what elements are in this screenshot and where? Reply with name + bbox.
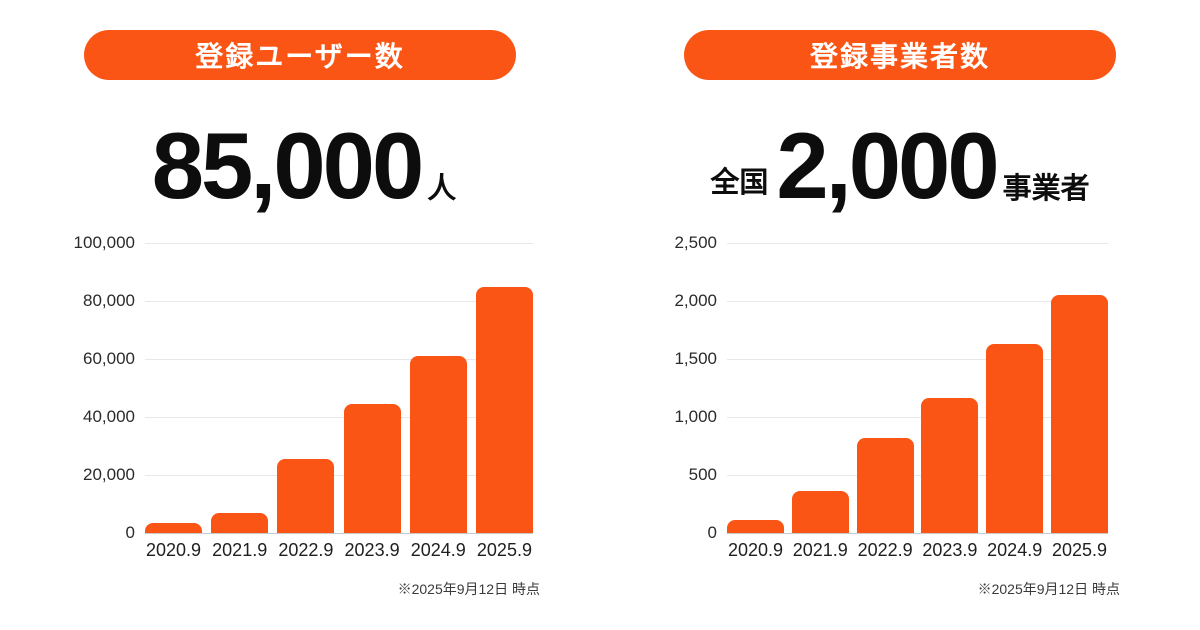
headline-prefix: 全国 — [710, 167, 769, 199]
bar-2022.9 — [856, 437, 914, 533]
x-tick-label-text: 2024.9 — [410, 540, 466, 560]
registered-users-headline: 85,000 人 — [0, 110, 600, 222]
gridline — [145, 417, 533, 418]
as-of-date-note: ※2025年9月12日 時点 — [977, 581, 1120, 597]
x-tick-label-text: 2021.9 — [792, 540, 848, 560]
x-tick-label: 2023.9 — [344, 540, 401, 561]
gridline — [727, 475, 1108, 476]
bar-2020.9 — [727, 520, 784, 533]
y-tick-label: 2,000 — [674, 291, 717, 310]
x-tick-label: 2022.9 — [857, 540, 914, 561]
registered-businesses-badge-label: 登録事業者数 — [809, 41, 990, 72]
y-tick-label: 1,000 — [674, 407, 717, 426]
x-tick-label-text: 2020.9 — [145, 540, 202, 560]
x-tick-label: 2025.9 — [1051, 540, 1108, 561]
x-tick-label: 2024.9 — [986, 540, 1043, 561]
y-tick-label: 60,000 — [83, 349, 135, 368]
gridline — [145, 359, 533, 360]
headline-unit: 事業者 — [1002, 173, 1090, 205]
x-tick-label: 2025.9 — [476, 540, 533, 561]
registered-users-bar-chart: 0 20,000 40,000 60,000 80,000 100,000 2020.9 2… — [74, 233, 533, 560]
y-tick-label: 500 — [688, 465, 717, 484]
registered-businesses-panel: 登録事業者数 全国 2,000 事業者 0 500 1,000 1,500 2,000 2… — [600, 0, 1200, 630]
gridline — [727, 417, 1108, 418]
gridline — [727, 243, 1108, 244]
headline-unit: 人 — [427, 173, 457, 205]
registered-businesses-headline: 全国 2,000 事業者 — [600, 110, 1200, 222]
bar-2024.9 — [409, 356, 467, 533]
bar-2024.9 — [986, 343, 1044, 533]
bar-2021.9 — [211, 513, 269, 533]
x-tick-label-text: 2025.9 — [1051, 540, 1108, 560]
x-tick-label-text: 2021.9 — [212, 540, 268, 560]
y-tick-label: 100,000 — [73, 233, 135, 252]
chart-x-axis: 2020.9 2021.9 2022.9 2023.9 2024.9 2025.9 — [145, 540, 533, 561]
bar-2023.9 — [343, 403, 401, 533]
chart-bars — [145, 243, 533, 533]
x-tick-label: 2023.9 — [921, 540, 978, 561]
x-tick-label: 2020.9 — [727, 540, 784, 561]
gridline — [145, 475, 533, 476]
bar-2020.9 — [145, 522, 202, 533]
chart-bars — [727, 243, 1108, 533]
registered-users-badge-label: 登録ユーザー数 — [195, 41, 405, 72]
x-tick-label-text: 2025.9 — [476, 540, 532, 560]
registered-users-panel: 登録ユーザー数 85,000 人 0 20,000 40,000 60,000 80,0… — [0, 30, 600, 597]
x-tick-label-text: 2020.9 — [727, 540, 784, 560]
x-tick-label: 2024.9 — [410, 540, 467, 561]
x-tick-label-text: 2024.9 — [987, 540, 1043, 560]
x-tick-label-text: 2023.9 — [922, 540, 978, 560]
y-tick-label: 20,000 — [83, 465, 135, 484]
x-axis-line — [727, 533, 1108, 534]
registered-users-badge: 登録ユーザー数 — [84, 30, 516, 80]
gridline — [145, 301, 533, 302]
as-of-date-note: ※2025年9月12日 時点 — [397, 581, 540, 597]
y-tick-label: 2,500 — [674, 233, 717, 252]
chart-grid: 0 20,000 40,000 60,000 80,000 100,000 — [74, 233, 533, 542]
gridline — [145, 243, 533, 244]
y-tick-label: 0 — [125, 523, 135, 542]
bar-2025.9 — [1050, 295, 1108, 533]
registered-businesses-badge: 登録事業者数 — [684, 30, 1116, 80]
bar-2025.9 — [475, 286, 533, 533]
x-tick-label-text: 2023.9 — [344, 540, 400, 560]
chart-x-axis: 2020.9 2021.9 2022.9 2023.9 2024.9 2025.9 — [727, 540, 1108, 561]
headline-value: 85,000 — [151, 113, 425, 218]
bar-2021.9 — [791, 491, 849, 533]
gridline — [727, 359, 1108, 360]
bar-2023.9 — [921, 398, 979, 533]
x-tick-label: 2022.9 — [277, 540, 334, 561]
x-tick-label: 2021.9 — [211, 540, 268, 561]
x-axis-line — [145, 533, 533, 534]
x-tick-label-text: 2022.9 — [857, 540, 913, 560]
chart-grid: 0 500 1,000 1,500 2,000 2,500 — [674, 233, 1108, 542]
registered-businesses-bar-chart: 0 500 1,000 1,500 2,000 2,500 2020.9 2021.9 202… — [674, 233, 1108, 560]
headline-value: 2,000 — [776, 113, 999, 218]
x-tick-label-text: 2022.9 — [278, 540, 334, 560]
bar-2022.9 — [277, 459, 335, 533]
y-tick-label: 40,000 — [83, 407, 135, 426]
gridline — [727, 301, 1108, 302]
y-tick-label: 0 — [707, 523, 717, 542]
x-tick-label: 2021.9 — [792, 540, 849, 561]
x-tick-label: 2020.9 — [145, 540, 202, 561]
y-tick-label: 1,500 — [674, 349, 717, 368]
y-tick-label: 80,000 — [83, 291, 135, 310]
